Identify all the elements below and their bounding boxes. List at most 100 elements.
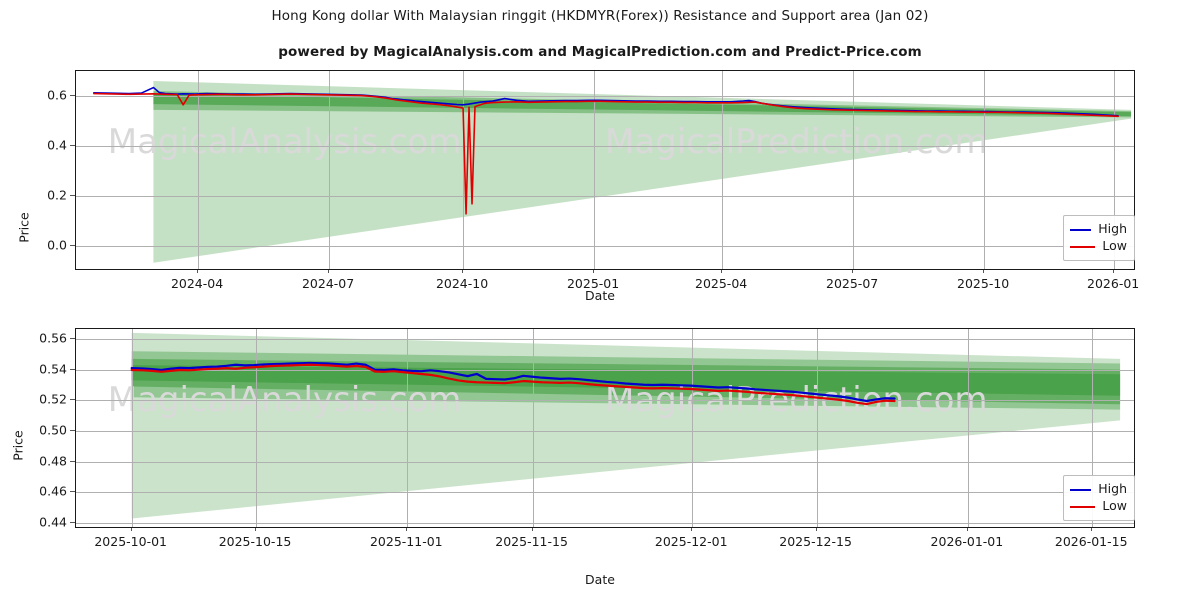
legend-swatch-high bbox=[1070, 228, 1092, 231]
legend-label-high: High bbox=[1098, 481, 1127, 497]
y-axis-tick-mark bbox=[70, 95, 75, 97]
gridline-vertical bbox=[256, 329, 258, 527]
y-axis-tick-mark bbox=[70, 522, 75, 524]
gridline-horizontal bbox=[76, 196, 1134, 198]
page-subtitle: powered by MagicalAnalysis.com and Magic… bbox=[278, 44, 922, 60]
x-axis-tick-label: 2025-07 bbox=[825, 276, 879, 291]
gridline-vertical bbox=[532, 329, 534, 527]
x-axis-tick-mark bbox=[815, 526, 817, 531]
y-axis-tick-mark bbox=[70, 430, 75, 432]
zoomed-plot-area: MagicalAnalysis.com MagicalPrediction.com bbox=[75, 328, 1135, 528]
y-axis-tick-label: 0.2 bbox=[47, 187, 67, 203]
x-axis-tick-label: 2025-01 bbox=[566, 276, 620, 291]
x-axis-tick-label: 2026-01-15 bbox=[1054, 534, 1128, 549]
y-axis-tick-label: 0.4 bbox=[47, 137, 67, 153]
x-axis-tick-mark bbox=[852, 268, 854, 273]
legend-row-high: High bbox=[1070, 221, 1127, 238]
x-axis-tick-label: 2025-11-15 bbox=[495, 534, 568, 549]
gridline-horizontal bbox=[76, 461, 1134, 463]
gridline-vertical bbox=[198, 71, 200, 269]
gridline-vertical bbox=[692, 329, 694, 527]
x-axis-tick-mark bbox=[1091, 526, 1093, 531]
gridline-horizontal bbox=[76, 523, 1134, 525]
x-axis-tick-label: 2025-04 bbox=[694, 276, 748, 291]
x-axis-tick-label: 2024-04 bbox=[170, 276, 224, 291]
band-outer-resistance-support bbox=[153, 81, 1132, 263]
gridline-horizontal bbox=[76, 246, 1134, 248]
x-axis-tick-label: 2026-01-01 bbox=[930, 534, 1004, 549]
x-axis-tick-mark bbox=[255, 526, 257, 531]
legend-swatch-low bbox=[1070, 245, 1096, 248]
gridline-vertical bbox=[967, 329, 969, 527]
overview-x-axis-title: Date bbox=[585, 288, 615, 303]
gridline-horizontal bbox=[76, 369, 1134, 371]
x-axis-tick-mark bbox=[197, 268, 199, 273]
x-axis-tick-mark bbox=[721, 268, 723, 273]
legend-swatch-low bbox=[1070, 505, 1096, 508]
x-axis-tick-mark bbox=[130, 526, 132, 531]
y-axis-tick-mark bbox=[70, 399, 75, 401]
series-line-low bbox=[93, 92, 1119, 215]
y-axis-tick-label: 0.48 bbox=[39, 453, 67, 469]
x-axis-tick-mark bbox=[462, 268, 464, 273]
legend-label-low: Low bbox=[1102, 238, 1127, 254]
y-axis-tick-label: 0.54 bbox=[39, 361, 67, 377]
gridline-vertical bbox=[816, 329, 818, 527]
x-axis-tick-mark bbox=[593, 268, 595, 273]
gridline-vertical bbox=[984, 71, 986, 269]
y-axis-tick-mark bbox=[70, 195, 75, 197]
x-axis-tick-label: 2024-10 bbox=[435, 276, 489, 291]
price-series-group bbox=[93, 86, 1119, 215]
x-axis-tick-mark bbox=[328, 268, 330, 273]
x-axis-tick-mark bbox=[691, 526, 693, 531]
gridline-vertical bbox=[853, 71, 855, 269]
x-axis-tick-label: 2025-10-01 bbox=[94, 534, 167, 549]
x-axis-tick-label: 2025-12-15 bbox=[779, 534, 852, 549]
legend-row-high: High bbox=[1070, 481, 1127, 498]
y-axis-tick-mark bbox=[70, 368, 75, 370]
y-axis-tick-label: 0.52 bbox=[39, 391, 67, 407]
gridline-vertical bbox=[463, 71, 465, 269]
x-axis-tick-mark bbox=[966, 526, 968, 531]
series-line-low bbox=[130, 363, 896, 406]
y-axis-tick-label: 0.6 bbox=[47, 87, 67, 103]
x-axis-tick-label: 2025-11-01 bbox=[369, 534, 443, 549]
x-axis-tick-label: 2025-10-15 bbox=[218, 534, 292, 549]
legend-swatch-high bbox=[1070, 488, 1092, 491]
series-line-high bbox=[130, 361, 896, 403]
y-axis-tick-mark bbox=[70, 491, 75, 493]
zoomed-chart-panel: Price 0.44 0.46 0.48 0.50 0.52 0.54 0.56 2025-… bbox=[0, 320, 1200, 600]
gridline-horizontal bbox=[76, 338, 1134, 340]
gridline-vertical bbox=[1092, 329, 1094, 527]
gridline-vertical bbox=[594, 71, 596, 269]
gridline-horizontal bbox=[76, 400, 1134, 402]
y-axis-tick-label: 0.44 bbox=[39, 514, 67, 530]
overview-legend: High Low bbox=[1063, 215, 1135, 261]
x-axis-tick-mark bbox=[1113, 268, 1115, 273]
x-axis-tick-label: 2025-12-01 bbox=[654, 534, 728, 549]
x-axis-tick-label: 2026-01 bbox=[1087, 276, 1140, 291]
x-axis-tick-mark bbox=[406, 526, 408, 531]
y-axis-tick-label: 0.46 bbox=[39, 483, 67, 499]
y-axis-tick-label: 0.0 bbox=[47, 237, 67, 253]
overview-plot-area: MagicalAnalysis.com MagicalPrediction.com bbox=[75, 70, 1135, 270]
overview-chart-panel: Price 0.0 0.2 0.4 0.6 2024-04 2024-07 2024-10… bbox=[0, 60, 1200, 305]
page-title: Hong Kong dollar With Malaysian ringgit … bbox=[271, 8, 929, 24]
y-axis-tick-label: 0.50 bbox=[39, 422, 67, 438]
price-series-group bbox=[130, 361, 896, 406]
y-axis-tick-mark bbox=[70, 245, 75, 247]
y-axis-tick-label: 0.56 bbox=[39, 330, 67, 346]
legend-row-low: Low bbox=[1070, 238, 1127, 255]
x-axis-tick-label: 2025-10 bbox=[957, 276, 1010, 291]
zoomed-legend: High Low bbox=[1063, 475, 1135, 521]
gridline-horizontal bbox=[76, 492, 1134, 494]
legend-label-low: Low bbox=[1102, 498, 1127, 514]
gridline-vertical bbox=[131, 329, 133, 527]
y-axis-tick-mark bbox=[70, 460, 75, 462]
y-axis-tick-mark bbox=[70, 145, 75, 147]
gridline-vertical bbox=[329, 71, 331, 269]
x-axis-tick-mark bbox=[531, 526, 533, 531]
gridline-vertical bbox=[407, 329, 409, 527]
x-axis-tick-mark bbox=[983, 268, 985, 273]
